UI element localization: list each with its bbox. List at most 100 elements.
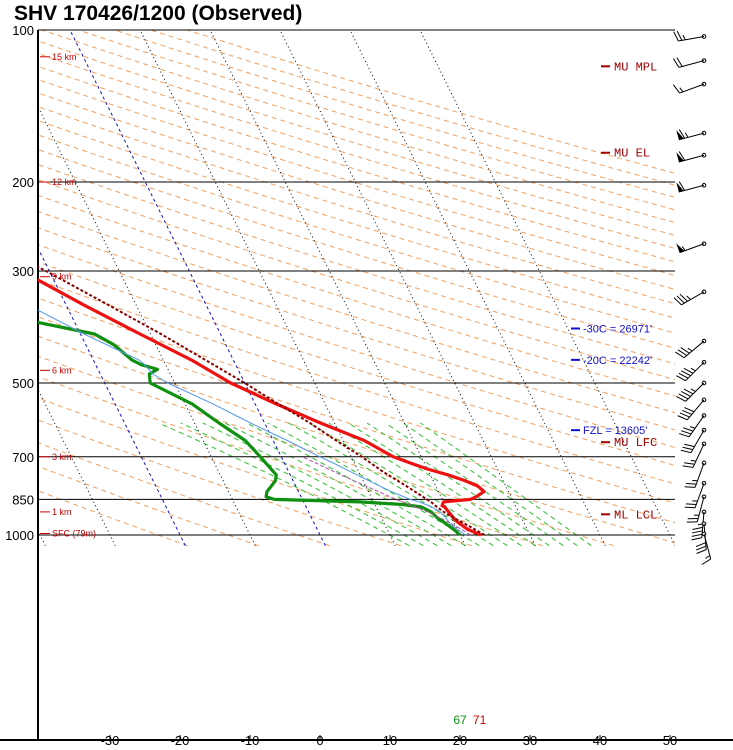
wind-barb — [676, 129, 707, 141]
wind-barb-feather — [676, 57, 683, 67]
dry-adiabat-line — [38, 465, 259, 547]
wind-barb — [684, 460, 707, 488]
wind-barb — [684, 481, 707, 509]
wind-barb — [676, 241, 707, 254]
temperature-tick-label: 10 — [383, 733, 397, 748]
wind-barb-half-feather — [684, 132, 689, 138]
temperature-tick-label: -20 — [171, 733, 190, 748]
temperature-tick-label: 50 — [663, 733, 677, 748]
freezing-level-label: -20C = 22242' — [583, 355, 652, 367]
wind-barb-feather — [692, 530, 703, 534]
wind-barb-feather — [673, 297, 682, 306]
wind-barb — [682, 441, 707, 468]
wind-barb-feather — [675, 351, 685, 359]
height-label: SFC (79m) — [52, 528, 96, 538]
wind-barb-feather — [696, 545, 707, 551]
wind-barb-feather — [676, 395, 686, 402]
wind-barb-feather — [681, 370, 691, 377]
wind-barb-feather — [696, 549, 707, 554]
wind-barb — [676, 359, 707, 382]
wind-barb-feather — [679, 412, 690, 418]
wind-barb-staff — [696, 496, 705, 523]
dry-adiabat-line — [38, 490, 188, 547]
moist-adiabat-line — [402, 422, 578, 547]
wind-barb-feather — [701, 558, 711, 565]
wind-barb-staff — [692, 443, 705, 468]
moist-adiabat-line — [180, 422, 424, 547]
dry-adiabat-line — [38, 106, 675, 305]
parcel-level-label: ML LCL — [614, 508, 657, 522]
dry-adiabat-line — [150, 30, 675, 186]
wind-barb-feather — [676, 295, 685, 304]
wind-barb — [676, 181, 707, 193]
wind-barb — [686, 494, 707, 523]
wind-barb — [677, 397, 707, 421]
pressure-tick-label: 500 — [12, 376, 34, 391]
surface-value-label: 71 — [473, 713, 487, 727]
wind-barb-feather — [681, 430, 692, 435]
wind-barb-layer — [672, 30, 712, 565]
moist-adiabat-line — [267, 422, 480, 547]
isotherm-line — [139, 30, 396, 546]
wind-barb-half-feather — [705, 555, 711, 559]
wind-barb-staff — [678, 60, 705, 68]
wind-barb-feather — [684, 443, 695, 448]
height-label: 6 km — [52, 365, 72, 375]
dry-adiabat-line — [38, 397, 472, 547]
wind-barb — [673, 289, 707, 306]
wind-barb-staff — [681, 291, 705, 306]
dry-adiabat-line — [38, 120, 675, 319]
dry-adiabat-line — [38, 442, 330, 547]
moist-adiabat-line — [328, 422, 522, 547]
dry-adiabat-line — [38, 355, 614, 547]
parcel-level-label: MU MPL — [614, 60, 657, 74]
wind-barb — [675, 338, 707, 359]
dewpoint-line — [38, 320, 462, 537]
moist-adiabat-line — [246, 422, 466, 547]
moist-adiabat-line — [158, 422, 410, 547]
wind-barb-feather — [672, 58, 680, 68]
wind-barb-feather — [678, 372, 689, 379]
temperature-tick-label: 30 — [523, 733, 537, 748]
wind-barb-pennant — [676, 243, 685, 253]
wind-barb — [676, 151, 707, 163]
wind-barb — [701, 531, 712, 565]
wind-barb-half-feather — [681, 246, 686, 251]
wind-barb-feather — [684, 486, 696, 488]
moist-adiabat-line — [202, 422, 438, 547]
wind-barb-staff — [686, 399, 705, 421]
wind-barb-half-feather — [690, 367, 696, 372]
wind-barb — [673, 30, 707, 42]
wind-barb-pennant — [676, 130, 684, 140]
wind-barb-pennant — [676, 152, 684, 162]
wind-barb-staff — [679, 83, 705, 94]
wind-barb — [672, 81, 707, 94]
dry-adiabat-line — [41, 30, 675, 224]
wind-barb-half-feather — [690, 459, 697, 462]
wind-barb-feather — [672, 84, 680, 94]
most-unstable-parcel-line — [38, 265, 485, 536]
freezing-level-label: FZL = 13605' — [583, 425, 647, 437]
chart-title: SHV 170426/1200 (Observed) — [14, 2, 302, 25]
wind-barb-feather — [684, 462, 695, 465]
wind-barb-feather — [678, 151, 686, 161]
dry-adiabat-line — [38, 149, 675, 349]
dry-adiabat-line — [38, 316, 675, 524]
wind-barb-staff — [694, 483, 705, 508]
wind-barb-staff — [694, 462, 705, 488]
isobar-layer — [0, 29, 733, 741]
isotherm-line — [279, 30, 536, 546]
moist-adiabat-line — [347, 422, 536, 547]
wind-barb-feather — [673, 31, 679, 42]
dry-adiabat-line — [38, 244, 675, 448]
temperature-tick-label: 40 — [593, 733, 607, 748]
wind-barb-staff — [678, 35, 705, 42]
label-layer: 100 200 300 500 700 850 1000 -30 -20 -10 0 10 20 30 40… — [5, 23, 677, 748]
wind-barb-half-feather — [689, 426, 696, 429]
temperature-tick-label: -30 — [101, 733, 120, 748]
surface-value-label: 67 — [453, 713, 467, 727]
wind-barb-feather — [681, 391, 691, 397]
wind-barb-staff — [685, 382, 705, 402]
pressure-tick-label: 300 — [12, 264, 34, 279]
